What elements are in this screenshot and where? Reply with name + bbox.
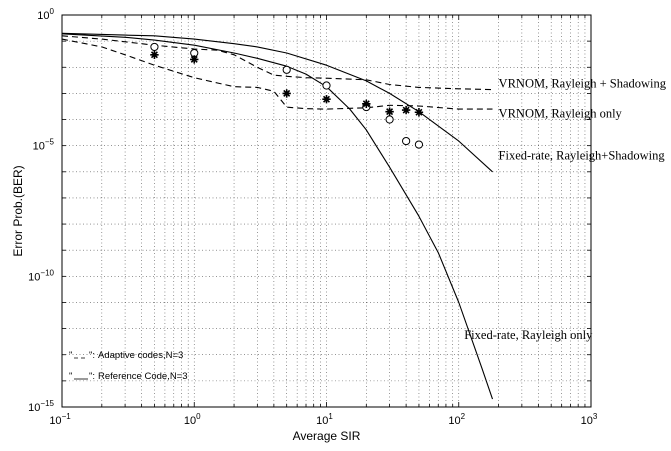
x-tick-label: 102 bbox=[448, 412, 465, 427]
legend-quote-close: ": bbox=[89, 371, 95, 382]
series-line-2 bbox=[61, 32, 493, 173]
star-marker bbox=[385, 107, 394, 116]
legend-entry-label: Reference Code,N=3 bbox=[98, 371, 188, 382]
star-marker bbox=[190, 55, 199, 64]
axis-ticks bbox=[61, 14, 592, 408]
x-tick-label: 10−1 bbox=[49, 412, 71, 427]
y-tick-label: 10−10 bbox=[28, 268, 54, 283]
circle-marker bbox=[402, 136, 411, 146]
circle-marker bbox=[414, 140, 424, 149]
x-tick-label: 103 bbox=[581, 412, 598, 427]
curve-label-3: Fixed-rate, Rayleigh+Shadowing bbox=[499, 148, 666, 162]
circle-marker bbox=[385, 115, 394, 124]
star-marker bbox=[322, 94, 331, 104]
circle-marker bbox=[322, 81, 331, 90]
curve-label-4: Fixed-rate, Rayleigh only bbox=[464, 328, 593, 342]
series-curves bbox=[61, 32, 494, 400]
series-line-1 bbox=[61, 33, 494, 400]
star-marker bbox=[362, 99, 371, 108]
circle-marker bbox=[282, 65, 291, 74]
series-line-3 bbox=[61, 35, 493, 91]
x-axis-label: Average SIR bbox=[293, 429, 361, 443]
series-line-4 bbox=[61, 38, 493, 110]
legend: " ": Adaptive codes,N=3 " ": Reference Code,N… bbox=[69, 350, 188, 382]
star-marker bbox=[282, 89, 291, 98]
curve-label-2: VRNOM, Rayleigh only bbox=[499, 106, 623, 120]
x-tick-label: 100 bbox=[184, 412, 201, 427]
legend-quote-close: ": bbox=[89, 350, 95, 361]
star-marker bbox=[150, 50, 159, 59]
y-tick-label: 10−15 bbox=[28, 399, 54, 414]
x-tick-label: 101 bbox=[316, 412, 333, 427]
grid-lines bbox=[62, 15, 591, 407]
star-marker bbox=[414, 108, 424, 117]
curve-label-1: VRNOM, Rayleigh + Shadowing bbox=[499, 76, 667, 90]
tick-labels: 10−1 100 101 102 103 100 10−5 10−10 10−15 bbox=[28, 7, 598, 427]
star-marker bbox=[401, 105, 411, 115]
legend-entry-label: Adaptive codes,N=3 bbox=[98, 350, 183, 361]
curve-annotations: VRNOM, Rayleigh + Shadowing VRNOM, Raylei… bbox=[464, 76, 667, 342]
data-markers bbox=[150, 42, 424, 149]
y-tick-label: 100 bbox=[37, 7, 54, 22]
circle-marker bbox=[150, 42, 159, 52]
y-tick-label: 10−5 bbox=[33, 138, 55, 153]
y-axis-label: Error Prob.(BER) bbox=[11, 165, 25, 256]
legend-quote-open: " bbox=[69, 350, 72, 361]
legend-quote-open: " bbox=[69, 371, 72, 382]
